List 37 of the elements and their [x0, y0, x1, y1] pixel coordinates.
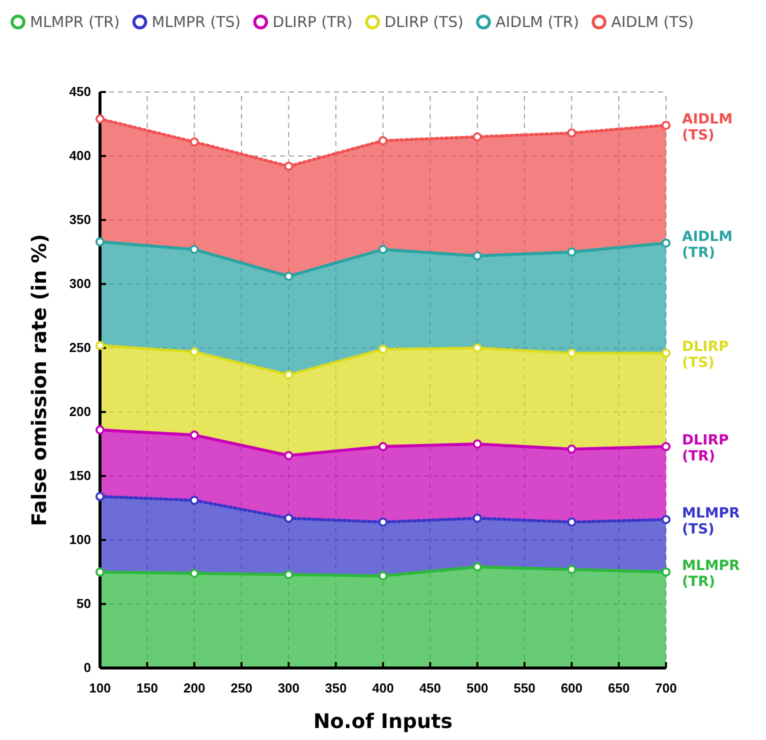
y-tick-label: 150	[69, 468, 91, 484]
text: DLIRP (TS)	[682, 339, 729, 372]
y-tick-label: 0	[84, 660, 91, 676]
legend-label: DLIRP (TR)	[272, 13, 352, 31]
x-tick-label: 400	[372, 680, 394, 696]
x-tick-label: 350	[324, 680, 347, 696]
x-tick-label: 250	[230, 680, 252, 696]
text: AIDLM (TS)	[682, 111, 733, 144]
x-tick-label: 100	[89, 680, 111, 696]
legend-label: MLMPR (TR)	[30, 13, 120, 31]
y-axis-title: False omission rate (in %)	[27, 234, 51, 526]
x-tick-label: 500	[466, 680, 488, 696]
x-tick-label: 200	[183, 680, 206, 696]
x-tick-label: 550	[514, 680, 536, 696]
x-tick-label: 150	[136, 680, 158, 696]
y-tick-label: 400	[69, 148, 91, 164]
y-tick-label: 450	[69, 84, 91, 100]
y-tick-label: 350	[69, 212, 91, 228]
y-tick-label: 300	[69, 276, 91, 292]
x-axis-title: No.of Inputs	[313, 709, 453, 733]
legend-label: AIDLM (TS)	[611, 13, 694, 31]
text: MLMPR (TS)	[682, 506, 740, 538]
y-tick-label: 100	[69, 532, 91, 548]
x-tick-label: 650	[608, 680, 630, 696]
x-tick-label: 300	[278, 680, 300, 696]
y-tick-label: 50	[76, 596, 91, 612]
x-tick-label: 600	[560, 680, 583, 696]
legend-label: AIDLM (TR)	[495, 13, 580, 31]
text: DLIRP (TR)	[682, 432, 729, 465]
y-tick-label: 200	[69, 404, 91, 420]
text: AIDLM (TR)	[682, 229, 733, 262]
x-tick-label: 700	[655, 680, 677, 696]
y-tick-label: 250	[69, 340, 91, 356]
legend-label: DLIRP (TS)	[384, 13, 464, 31]
x-tick-label: 450	[419, 680, 442, 696]
text: MLMPR (TR)	[682, 558, 740, 590]
legend-label: MLMPR (TS)	[152, 13, 241, 31]
